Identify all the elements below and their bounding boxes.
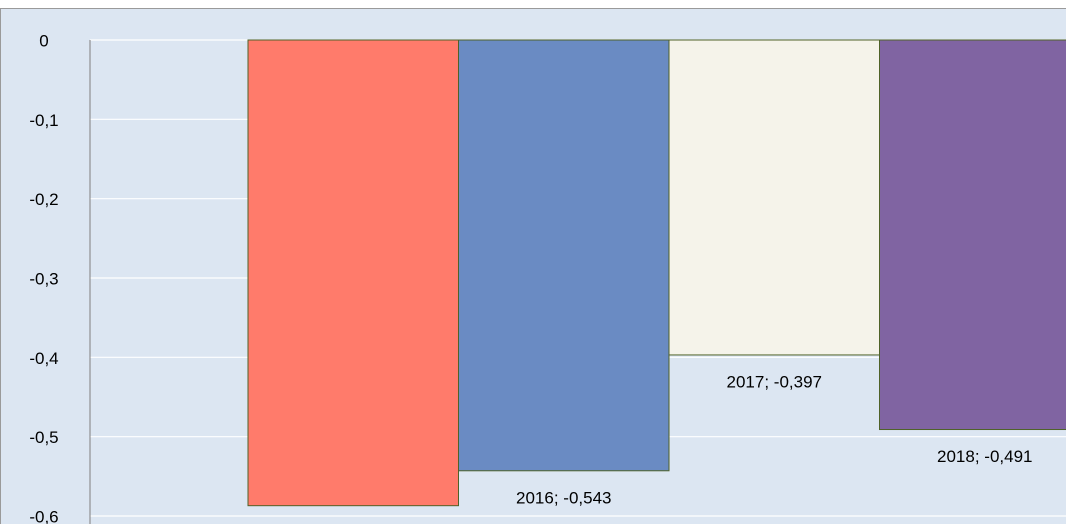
y-tick-label: 0 — [39, 31, 48, 50]
bar — [247, 39, 459, 507]
y-tick-label: -0,1 — [29, 111, 58, 130]
data-label: 2017; -0,397 — [727, 372, 822, 391]
y-tick-label: -0,2 — [29, 190, 58, 209]
data-label: 2018; -0,491 — [937, 447, 1032, 466]
y-tick-label: -0,6 — [29, 507, 58, 524]
y-tick-label: -0,5 — [29, 428, 58, 447]
bar — [458, 39, 670, 472]
y-tick-label: -0,3 — [29, 269, 58, 288]
data-label: 2016; -0,543 — [516, 488, 611, 507]
bar — [879, 39, 1066, 431]
y-tick-label: -0,4 — [29, 349, 58, 368]
bar — [668, 39, 880, 356]
